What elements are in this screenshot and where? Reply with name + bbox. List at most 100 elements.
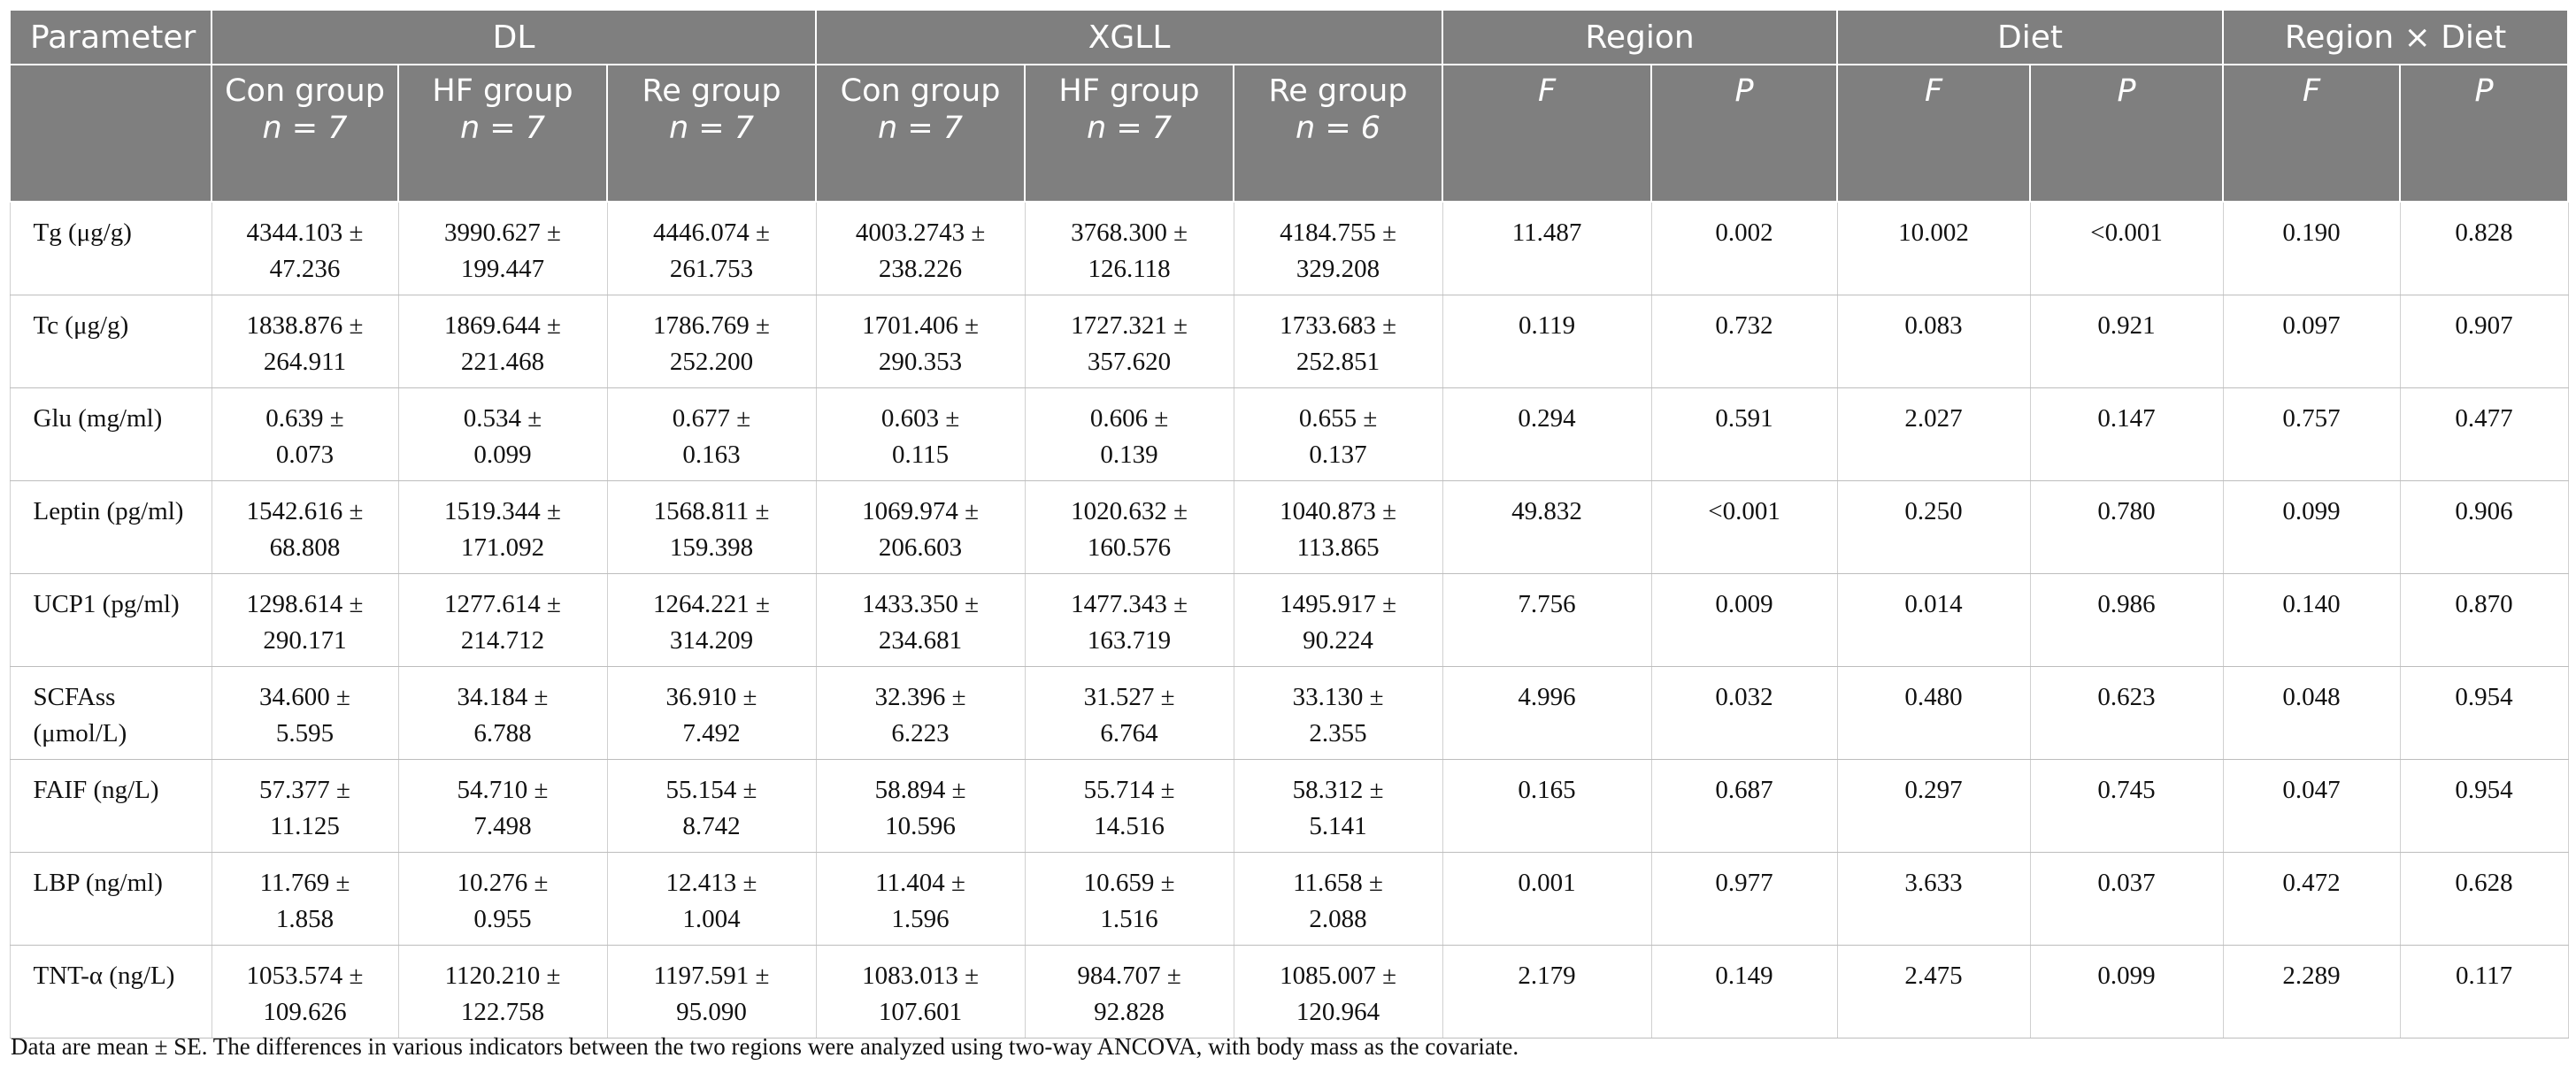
cell-region-p: 0.009 [1650,573,1838,667]
se-value: 0.099 [473,441,532,469]
se-value: 199.447 [460,255,545,283]
group-label: Re group [642,73,781,109]
se-value: 357.620 [1087,348,1172,376]
se-value: 290.171 [263,626,347,655]
se-value: 314.209 [669,626,754,655]
cell-dl-con: 1298.614 ± 290.171 [211,573,399,667]
se-value: 6.788 [473,719,532,747]
se-value: 1.858 [275,905,334,933]
cell-rxd-f: 0.048 [2222,666,2401,760]
mean-value: 0.655 ± [1298,404,1378,433]
cell-dl-re: 12.413 ± 1.004 [606,852,817,946]
se-value: 0.115 [891,441,950,469]
header-dl-con: Con group n = 7 [211,64,399,203]
cell-dl-con: 57.377 ± 11.125 [211,759,399,853]
cell-xg-re: 58.312 ± 5.141 [1233,759,1443,853]
se-value: 90.224 [1303,626,1373,655]
cell-rxd-p: 0.477 [2399,387,2569,481]
cell-dl-re: 1568.811 ± 159.398 [606,480,817,574]
cell-xg-re: 1495.917 ± 90.224 [1233,573,1443,667]
header-empty [9,64,212,203]
mean-value: 1838.876 ± [246,311,364,340]
se-value: 1.596 [891,905,950,933]
mean-value: 0.606 ± [1089,404,1169,433]
group-n: n = 7 [459,111,546,146]
mean-value: 1869.644 ± [444,311,561,340]
mean-value: 1083.013 ± [862,962,979,990]
cell-diet-p: 0.921 [2029,295,2224,388]
se-value: 95.090 [676,998,747,1026]
mean-value: 0.639 ± [265,404,344,433]
cell-region-p: 0.687 [1650,759,1838,853]
group-label: HF group [432,73,573,109]
cell-region-p: 0.977 [1650,852,1838,946]
cell-dl-hf: 1519.344 ± 171.092 [397,480,608,574]
mean-value: 1085.007 ± [1280,962,1396,990]
cell-diet-f: 0.297 [1836,759,2031,853]
se-value: 0.137 [1309,441,1367,469]
mean-value: 1733.683 ± [1280,311,1396,340]
mean-value: 3768.300 ± [1071,218,1188,247]
cell-dl-con: 1053.574 ± 109.626 [211,945,399,1039]
mean-value: 55.714 ± [1083,776,1175,804]
cell-region-f: 0.294 [1442,387,1652,481]
mean-value: 1020.632 ± [1071,497,1188,525]
se-value: 0.073 [275,441,334,469]
mean-value: 1069.974 ± [862,497,979,525]
cell-region-p: 0.149 [1650,945,1838,1039]
mean-value: 33.130 ± [1292,683,1384,711]
cell-rxd-f: 0.047 [2222,759,2401,853]
se-value: 252.851 [1296,348,1380,376]
header-region-f: F [1442,64,1653,203]
mean-value: 58.894 ± [874,776,966,804]
se-value: 11.125 [270,812,340,840]
header-dl: DL [210,9,818,65]
se-value: 214.712 [460,626,545,655]
mean-value: 36.910 ± [665,683,757,711]
se-value: 261.753 [669,255,754,283]
cell-region-p: 0.591 [1650,387,1838,481]
mean-value: 1298.614 ± [246,590,364,618]
cell-dl-re: 4446.074 ± 261.753 [606,201,817,295]
se-value: 92.828 [1094,998,1165,1026]
cell-rxd-f: 0.099 [2222,480,2401,574]
mean-value: 0.603 ± [880,404,960,433]
row-label: Tg (μg/g) [9,201,212,295]
mean-value: 1433.350 ± [862,590,979,618]
cell-xg-re: 11.658 ± 2.088 [1233,852,1443,946]
cell-dl-con: 11.769 ± 1.858 [211,852,399,946]
cell-xg-con: 58.894 ± 10.596 [815,759,1026,853]
mean-value: 984.707 ± [1077,962,1181,990]
group-n: n = 7 [878,111,964,146]
cell-dl-con: 1542.616 ± 68.808 [211,480,399,574]
cell-region-f: 49.832 [1442,480,1652,574]
se-value: 234.681 [878,626,963,655]
se-value: 206.603 [878,533,963,562]
header-diet-f: F [1836,64,2032,203]
mean-value: 54.710 ± [457,776,549,804]
mean-value: 1727.321 ± [1071,311,1188,340]
se-value: 10.596 [885,812,956,840]
cell-diet-f: 0.250 [1836,480,2031,574]
cell-diet-p: <0.001 [2029,201,2224,295]
cell-xg-re: 1040.873 ± 113.865 [1233,480,1443,574]
cell-diet-p: 0.037 [2029,852,2224,946]
table-body: Tg (μg/g) 4344.103 ± 47.236 3990.627 ± 199.4… [9,201,2569,1039]
se-value: 5.595 [275,719,334,747]
cell-region-f: 4.996 [1442,666,1652,760]
row-label: Glu (mg/ml) [9,387,212,481]
se-value: 109.626 [263,998,347,1026]
cell-rxd-f: 0.140 [2222,573,2401,667]
cell-region-f: 11.487 [1442,201,1652,295]
table-row: Leptin (pg/ml) 1542.616 ± 68.808 1519.344 ±… [9,480,2569,574]
se-value: 47.236 [269,255,341,283]
cell-region-f: 0.165 [1442,759,1652,853]
cell-dl-re: 1197.591 ± 95.090 [606,945,817,1039]
table-row: TNT-α (ng/L) 1053.574 ±109.626 1120.210 ±1… [9,945,2569,1039]
cell-rxd-f: 0.757 [2222,387,2401,481]
group-label: Re group [1268,73,1408,109]
cell-xg-hf: 0.606 ± 0.139 [1024,387,1234,481]
group-label: HF group [1058,73,1200,109]
cell-xg-re: 0.655 ± 0.137 [1233,387,1443,481]
cell-xg-re: 4184.755 ± 329.208 [1233,201,1443,295]
